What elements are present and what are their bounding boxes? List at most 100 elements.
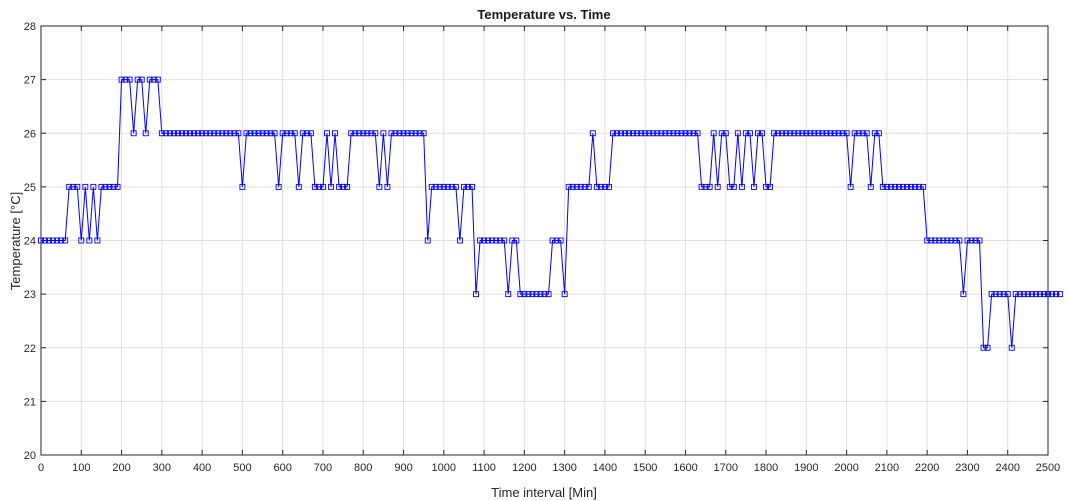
data-point-marker <box>469 183 475 190</box>
data-point-marker <box>440 183 447 190</box>
x-tick-label: 0 <box>38 462 44 474</box>
data-point-marker <box>481 237 488 244</box>
data-point-marker <box>283 130 290 137</box>
x-tick-label: 1300 <box>552 462 576 474</box>
data-point-marker <box>452 183 459 190</box>
data-point-marker <box>771 130 778 137</box>
data-point-marker <box>742 130 749 137</box>
data-point-marker <box>231 130 238 137</box>
data-point-marker <box>996 291 1003 298</box>
data-point-marker <box>678 130 685 137</box>
data-point-marker <box>279 130 286 137</box>
data-point-marker <box>976 237 983 244</box>
data-point-marker <box>408 130 415 137</box>
grid-lines <box>40 25 1049 456</box>
data-point-marker <box>388 130 395 137</box>
data-point-marker <box>380 130 387 137</box>
data-point-marker <box>839 130 846 137</box>
x-tick-label: 1700 <box>714 462 738 474</box>
data-point-marker <box>1024 291 1031 298</box>
data-point-marker <box>1053 291 1060 298</box>
x-tick-label: 1500 <box>633 462 657 474</box>
data-point-marker <box>275 183 282 190</box>
data-point-marker <box>505 291 512 298</box>
data-point-marker <box>900 183 906 190</box>
data-point-marker <box>360 130 367 137</box>
data-point-marker <box>601 183 608 190</box>
data-point-marker <box>412 130 419 137</box>
data-point-marker <box>638 130 645 137</box>
data-point-marker <box>509 237 516 244</box>
data-point-marker <box>972 237 979 244</box>
data-point-marker <box>183 130 189 137</box>
y-tick-label: 27 <box>24 75 36 87</box>
data-point-marker <box>106 183 113 190</box>
data-point-marker <box>525 291 532 298</box>
data-point-marker <box>992 291 999 298</box>
data-point-marker <box>122 76 129 83</box>
data-point-marker <box>799 130 806 137</box>
data-point-marker <box>78 237 85 244</box>
data-point-marker <box>650 130 657 137</box>
data-point-marker <box>549 237 556 244</box>
data-point-marker <box>775 130 782 137</box>
data-point-marker <box>859 130 866 137</box>
data-point-marker <box>102 183 109 190</box>
data-point-marker <box>82 183 89 190</box>
data-point-marker <box>501 237 508 244</box>
data-point-marker <box>746 130 753 137</box>
data-point-marker <box>1012 291 1019 298</box>
data-point-marker <box>847 183 854 190</box>
data-point-marker <box>710 130 717 137</box>
data-point-marker <box>912 183 919 190</box>
data-point-marker <box>577 183 584 190</box>
data-point-marker <box>1004 291 1011 298</box>
data-point-marker <box>191 130 198 137</box>
data-point-marker <box>759 130 765 137</box>
data-point-marker <box>819 130 826 137</box>
data-point-marker <box>259 130 266 137</box>
data-point-marker <box>1049 291 1055 298</box>
data-point-marker <box>477 237 483 244</box>
data-point-marker <box>311 183 318 190</box>
data-point-marker <box>142 130 149 137</box>
x-tick-label: 600 <box>274 462 292 474</box>
data-point-marker <box>666 130 673 137</box>
data-point-marker <box>924 237 931 244</box>
data-point-marker <box>493 237 500 244</box>
data-point-marker <box>295 183 302 190</box>
data-point-marker <box>614 130 620 137</box>
data-point-marker <box>815 130 822 137</box>
data-point-marker <box>690 130 697 137</box>
data-point-marker <box>654 130 661 137</box>
data-point-marker <box>1020 291 1027 298</box>
data-point-marker <box>166 130 173 137</box>
data-point-marker <box>871 130 878 137</box>
data-point-marker <box>1041 291 1047 298</box>
x-tick-label: 200 <box>112 462 130 474</box>
data-point-marker <box>158 130 165 137</box>
data-point-marker <box>372 130 379 137</box>
data-point-marker <box>557 237 564 244</box>
data-point-marker <box>863 130 870 137</box>
data-point-marker <box>465 183 471 190</box>
data-point-marker <box>920 183 927 190</box>
data-point-marker <box>271 130 278 137</box>
x-tick-label: 800 <box>354 462 372 474</box>
data-point-marker <box>537 291 544 298</box>
data-point-marker <box>146 76 153 83</box>
data-point-marker <box>783 130 790 137</box>
data-point-marker <box>38 237 44 244</box>
data-point-marker <box>823 130 830 137</box>
data-point-marker <box>722 130 729 137</box>
data-point-marker <box>110 183 117 190</box>
x-tick-label: 2100 <box>875 462 899 474</box>
data-point-marker <box>90 183 97 190</box>
data-point-marker <box>320 183 326 190</box>
data-point-marker <box>767 183 774 190</box>
y-tick-label: 21 <box>24 396 36 408</box>
data-point-marker <box>203 130 210 137</box>
data-point-marker <box>674 130 681 137</box>
data-point-marker <box>428 183 435 190</box>
data-point-marker <box>384 183 391 190</box>
